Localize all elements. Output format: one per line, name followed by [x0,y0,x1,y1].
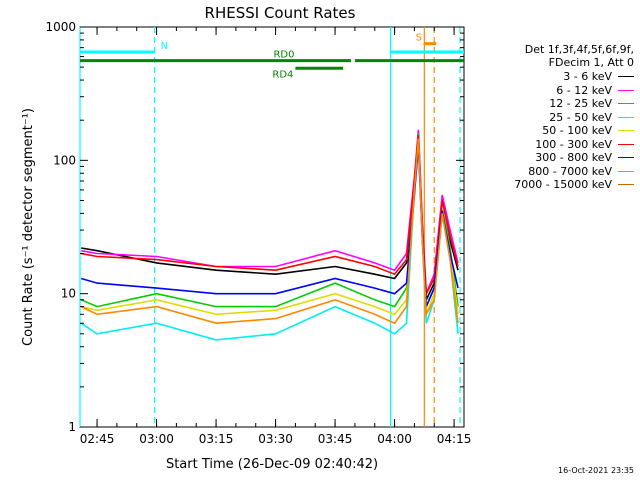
y-tick-label-3: 1000 [45,20,76,34]
legend-header-line-1: Det 1f,3f,4f,5f,6f,9f, [524,43,634,56]
legend-label: 7000 - 15000 keV [514,178,612,191]
x-tick-label-6: 04:15 [437,432,472,446]
legend-label: 3 - 6 keV [563,70,612,83]
legend-label: 50 - 100 keV [542,124,612,137]
y-axis-label: Count Rate (s⁻¹ detector segment⁻¹) [21,108,36,346]
series-line-0 [81,140,459,301]
legend-entry-3: 25 - 50 keV [488,111,634,125]
legend-entry-4: 50 - 100 keV [488,124,634,138]
flag-label-1: RD0 [273,50,294,61]
legend-swatch [618,116,634,118]
legend-swatch [618,89,634,91]
x-tick-label-3: 03:30 [258,432,293,446]
flag-label-5: S [416,33,422,44]
series-line-7 [80,138,459,325]
legend-header-line-2: FDecim 1, Att 0 [548,56,634,69]
x-tick-label-5: 04:00 [377,432,412,446]
time-markers [79,27,461,427]
legend-entry-7: 800 - 7000 keV [488,165,634,179]
y-tick-label-1: 10 [61,287,76,301]
series-line-5 [81,134,459,297]
y-tick-label-0: 1 [68,420,76,434]
legend-swatch [618,170,634,172]
legend-swatch [618,76,634,77]
legend-swatch [618,143,634,145]
flag-label-0: N [161,41,168,52]
y-tick-label-2: 100 [53,153,76,167]
x-tick-label-1: 03:00 [139,432,174,446]
plot-frame [79,26,465,428]
x-tick-label-2: 03:15 [199,432,234,446]
legend-swatch [618,184,634,185]
legend-entry-8: 7000 - 15000 keV [488,178,634,192]
series-lines [80,129,459,341]
legend-entry-0: 3 - 6 keV [488,70,634,84]
legend-swatch [618,130,634,131]
flag-label-2: RD4 [272,69,293,80]
legend-label: 100 - 300 keV [535,137,612,151]
legend-entry-1: 6 - 12 keV [488,84,634,98]
legend: 3 - 6 keV 6 - 12 keV 12 - 25 keV 25 - 50 ke… [488,70,634,192]
chart-title: RHESSI Count Rates [205,4,356,22]
legend-label: 6 - 12 keV [556,83,612,97]
legend-swatch [618,103,634,104]
x-tick-label-0: 02:45 [80,432,115,446]
legend-swatch [618,157,634,158]
series-line-6 [80,145,459,307]
axis-ticks: 02:45 03:00 03:15 03:30 03:45 04:00 04:15 1 10 10… [45,20,471,446]
x-tick-label-4: 03:45 [318,432,353,446]
legend-entry-6: 300 - 800 keV [488,151,634,165]
legend-label: 300 - 800 keV [535,151,612,164]
legend-label: 25 - 50 keV [549,110,612,124]
legend-label: 12 - 25 keV [549,97,612,110]
series-line-2 [80,133,459,308]
timestamp: 16-Oct-2021 23:35 [558,466,634,475]
legend-entry-5: 100 - 300 keV [488,138,634,152]
legend-header: Det 1f,3f,4f,5f,6f,9f, FDecim 1, Att 0 [488,43,634,69]
x-axis-label: Start Time (26-Dec-09 02:40:42) [166,457,378,472]
legend-entry-2: 12 - 25 keV [488,97,634,111]
legend-label: 800 - 7000 keV [528,164,612,178]
flag-bars: N RD0 RD4 S [80,33,464,80]
